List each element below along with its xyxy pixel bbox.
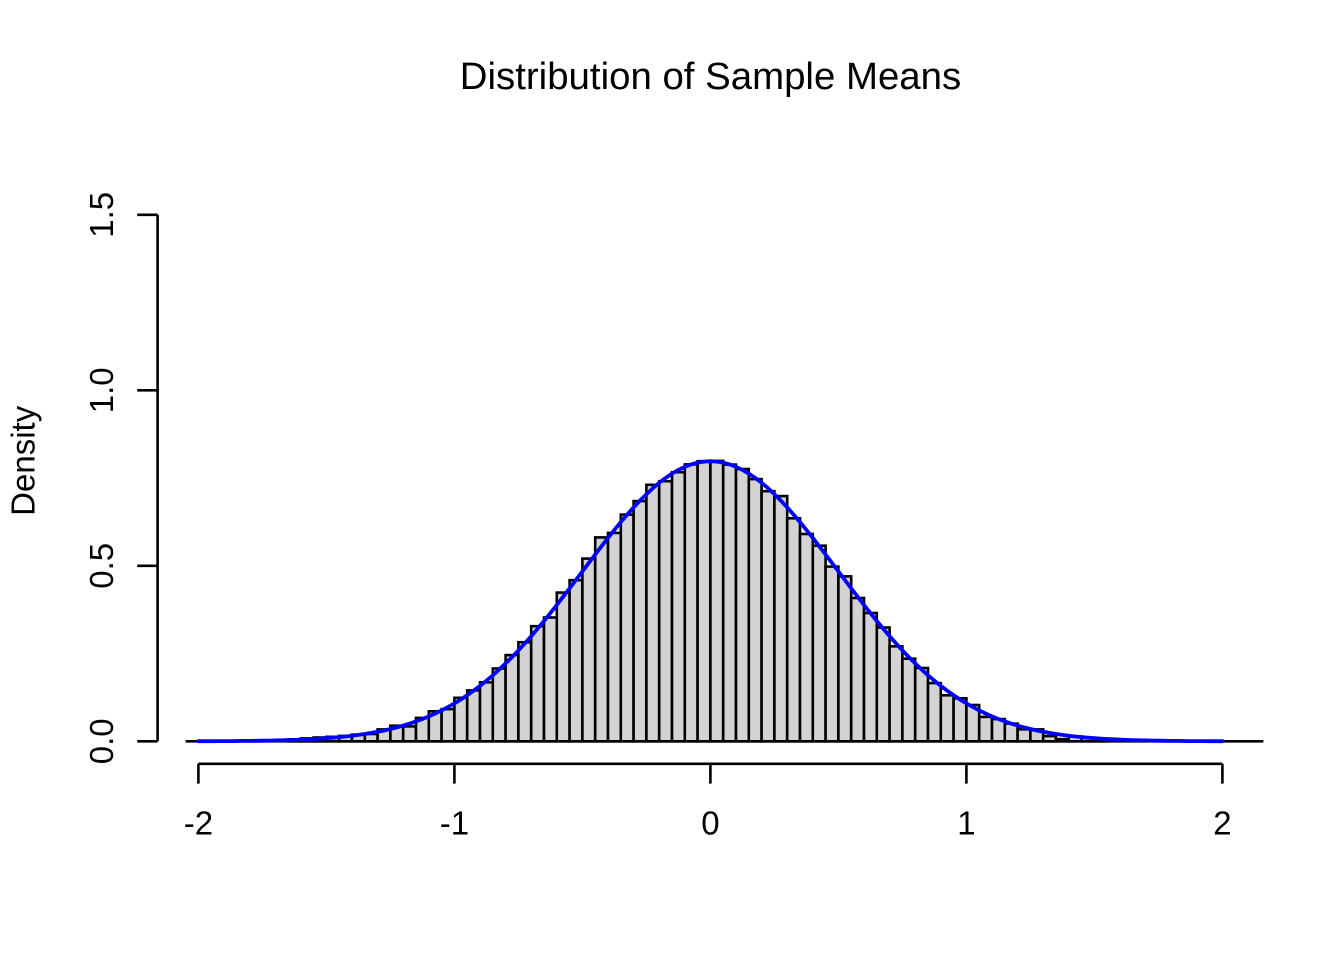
svg-text:1.5: 1.5 (83, 192, 120, 238)
svg-text:2: 2 (1213, 805, 1231, 842)
svg-text:0: 0 (701, 805, 719, 842)
svg-text:Density: Density (5, 405, 42, 516)
svg-text:-2: -2 (184, 805, 213, 842)
svg-text:Distribution of Sample Means: Distribution of Sample Means (460, 55, 961, 98)
svg-text:1.0: 1.0 (83, 367, 120, 413)
svg-text:-1: -1 (440, 805, 469, 842)
svg-text:0.0: 0.0 (83, 718, 120, 764)
svg-text:0.5: 0.5 (83, 543, 120, 589)
svg-text:1: 1 (957, 805, 975, 842)
